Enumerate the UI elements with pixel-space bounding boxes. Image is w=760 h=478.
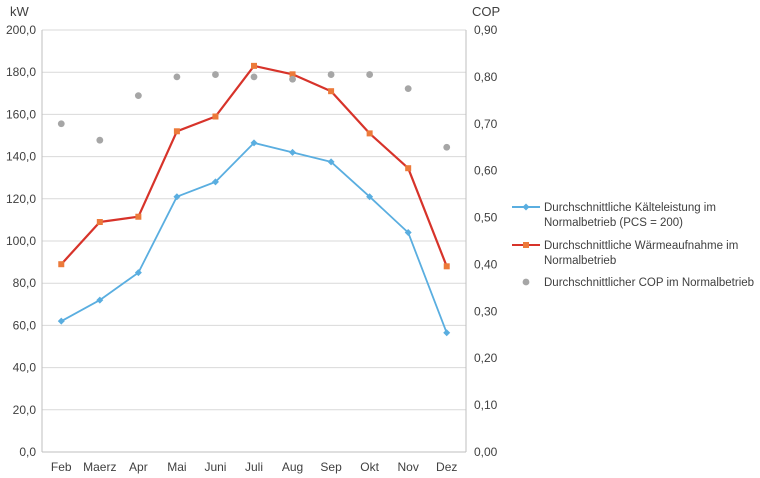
x-tick-label: Aug xyxy=(282,460,303,474)
data-point xyxy=(250,139,258,147)
legend-label: Durchschnittlicher COP im Normalbetrieb xyxy=(544,277,754,289)
legend-item: Durchschnittlicher COP im Normalbetrieb xyxy=(522,277,754,289)
y-left-tick-label: 0,0 xyxy=(19,445,36,459)
data-point xyxy=(443,143,451,151)
x-tick-label: Nov xyxy=(398,460,419,474)
x-tick-label: Juni xyxy=(204,460,226,474)
legend-marker xyxy=(523,242,529,248)
data-point xyxy=(289,75,296,83)
data-point xyxy=(366,193,374,201)
data-point xyxy=(366,130,373,137)
y-right-tick-label: 0,00 xyxy=(474,445,498,459)
data-point xyxy=(173,128,180,135)
y-right-tick-label: 0,40 xyxy=(474,257,498,271)
data-point xyxy=(212,113,219,120)
x-tick-label: Sep xyxy=(320,460,342,474)
legend: Durchschnittliche Kälteleistung im Normal… xyxy=(512,202,754,289)
y-right-tick-label: 0,20 xyxy=(474,351,498,365)
y-left-tick-label: 200,0 xyxy=(6,23,36,37)
y-right-tick-labels: 0,00 0,10 0,20 0,30 0,40 0,50 0,60 0,70 0,80 0,90 xyxy=(474,23,498,459)
data-point xyxy=(289,71,296,78)
data-point xyxy=(173,73,181,81)
series-1 xyxy=(57,139,451,337)
x-tick-label: Mai xyxy=(167,460,186,474)
gridlines xyxy=(42,29,466,453)
y-left-tick-label: 80,0 xyxy=(13,276,37,290)
series-layer xyxy=(57,62,451,337)
data-point xyxy=(366,71,374,78)
data-point xyxy=(404,229,412,237)
y-right-tick-label: 0,80 xyxy=(474,70,498,84)
series-3 xyxy=(57,71,451,151)
series-2 xyxy=(58,62,450,270)
data-point xyxy=(96,219,103,226)
legend-marker xyxy=(522,278,530,286)
data-point xyxy=(134,269,142,277)
legend-label: Durchschnittliche Wärmeaufnahme im xyxy=(544,240,738,252)
x-tick-label: Dez xyxy=(436,460,457,474)
data-point xyxy=(57,317,65,325)
y-left-tick-label: 140,0 xyxy=(6,150,36,164)
y-right-tick-label: 0,10 xyxy=(474,398,498,412)
data-point xyxy=(57,120,65,128)
data-point xyxy=(96,136,104,144)
y-left-tick-label: 120,0 xyxy=(6,192,36,206)
legend-item: Durchschnittliche Kälteleistung im Normal… xyxy=(512,202,716,229)
legend-item: Durchschnittliche Wärmeaufnahme im Normal… xyxy=(512,240,738,267)
data-point xyxy=(212,71,219,78)
y-right-axis-label: COP xyxy=(472,4,500,19)
data-point xyxy=(96,296,104,304)
data-point xyxy=(327,158,335,166)
data-point xyxy=(135,213,142,220)
y-left-tick-labels: 0,0 20,0 40,0 60,0 80,0 100,0 120,0 140,0 160,0 1… xyxy=(6,23,36,459)
x-tick-labels: Feb Maerz Apr Mai Juni Juli Aug Sep Okt Nov Dez xyxy=(51,460,457,474)
y-left-tick-label: 20,0 xyxy=(13,403,37,417)
x-tick-label: Juli xyxy=(245,460,263,474)
y-right-tick-label: 0,70 xyxy=(474,117,498,131)
x-tick-label: Feb xyxy=(51,460,72,474)
data-point xyxy=(211,178,219,186)
y-left-axis-label: kW xyxy=(10,4,30,19)
data-point xyxy=(404,85,412,93)
data-point xyxy=(405,165,412,172)
data-point xyxy=(327,71,335,78)
data-point xyxy=(251,62,257,69)
x-tick-label: Okt xyxy=(360,460,379,474)
data-point xyxy=(443,263,450,270)
data-point xyxy=(443,329,451,337)
y-left-tick-label: 40,0 xyxy=(13,361,37,375)
data-point xyxy=(289,148,297,156)
data-point xyxy=(328,88,335,95)
y-right-tick-label: 0,30 xyxy=(474,304,498,318)
legend-label: Normalbetrieb (PCS = 200) xyxy=(544,217,683,229)
data-point xyxy=(134,92,142,100)
y-right-tick-label: 0,60 xyxy=(474,164,498,178)
data-point xyxy=(58,261,65,268)
legend-label: Normalbetrieb xyxy=(544,255,616,267)
y-left-tick-label: 60,0 xyxy=(13,318,37,332)
y-left-tick-label: 100,0 xyxy=(6,234,36,248)
data-point xyxy=(250,73,258,81)
x-tick-label: Apr xyxy=(129,460,148,474)
data-point xyxy=(173,193,181,201)
y-left-tick-label: 180,0 xyxy=(6,65,36,79)
legend-label: Durchschnittliche Kälteleistung im xyxy=(544,202,716,214)
x-tick-label: Maerz xyxy=(83,460,116,474)
y-left-tick-label: 160,0 xyxy=(6,107,36,121)
legend-marker xyxy=(522,203,530,211)
y-right-tick-label: 0,50 xyxy=(474,211,498,225)
y-right-tick-label: 0,90 xyxy=(474,23,498,37)
